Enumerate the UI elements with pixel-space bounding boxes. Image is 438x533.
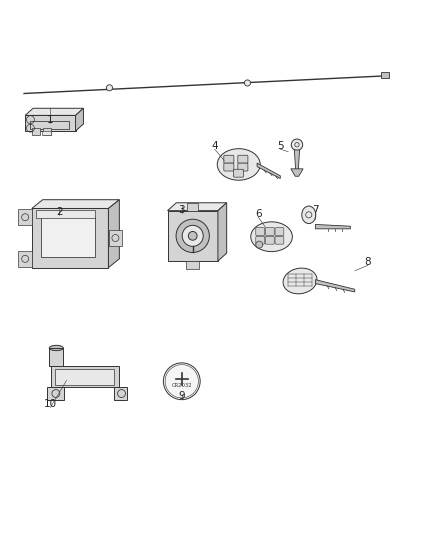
FancyBboxPatch shape bbox=[265, 236, 274, 244]
Bar bbox=[186, 261, 199, 269]
Bar bbox=[47, 387, 64, 400]
Polygon shape bbox=[315, 224, 350, 229]
Bar bbox=[42, 128, 50, 135]
Polygon shape bbox=[257, 163, 280, 179]
FancyBboxPatch shape bbox=[238, 155, 248, 163]
Polygon shape bbox=[315, 280, 355, 292]
Ellipse shape bbox=[217, 149, 260, 180]
Polygon shape bbox=[25, 108, 83, 115]
Ellipse shape bbox=[302, 206, 316, 223]
Polygon shape bbox=[218, 203, 227, 261]
Circle shape bbox=[182, 225, 203, 246]
Text: 4: 4 bbox=[211, 141, 218, 151]
Circle shape bbox=[188, 231, 197, 240]
Polygon shape bbox=[167, 203, 227, 211]
Polygon shape bbox=[109, 200, 119, 268]
Text: CR2032: CR2032 bbox=[171, 383, 192, 388]
FancyBboxPatch shape bbox=[265, 228, 274, 236]
Bar bbox=[30, 120, 69, 129]
Text: 1: 1 bbox=[47, 115, 54, 125]
FancyBboxPatch shape bbox=[224, 155, 234, 163]
Bar bbox=[110, 230, 122, 246]
Text: 10: 10 bbox=[44, 399, 57, 409]
Polygon shape bbox=[32, 208, 109, 268]
FancyBboxPatch shape bbox=[275, 236, 284, 244]
Bar bbox=[41, 217, 95, 257]
Polygon shape bbox=[294, 150, 300, 170]
FancyBboxPatch shape bbox=[256, 236, 265, 244]
Circle shape bbox=[176, 219, 209, 253]
Text: 7: 7 bbox=[312, 205, 319, 215]
Ellipse shape bbox=[251, 222, 293, 252]
Bar bbox=[36, 210, 95, 218]
FancyBboxPatch shape bbox=[238, 163, 248, 171]
Text: 3: 3 bbox=[178, 205, 185, 215]
Circle shape bbox=[244, 80, 251, 86]
Text: 9: 9 bbox=[178, 391, 185, 401]
FancyBboxPatch shape bbox=[256, 228, 265, 236]
Bar bbox=[42, 131, 51, 135]
Bar bbox=[18, 209, 32, 225]
Circle shape bbox=[256, 241, 263, 248]
Ellipse shape bbox=[283, 268, 317, 294]
Circle shape bbox=[291, 139, 303, 150]
Bar bbox=[52, 366, 119, 387]
Bar bbox=[32, 128, 39, 135]
FancyBboxPatch shape bbox=[233, 169, 244, 177]
Polygon shape bbox=[25, 115, 76, 131]
Polygon shape bbox=[167, 211, 218, 261]
Circle shape bbox=[163, 363, 200, 400]
Bar bbox=[187, 203, 198, 211]
Text: 6: 6 bbox=[255, 209, 262, 219]
Text: 5: 5 bbox=[277, 141, 284, 151]
Polygon shape bbox=[381, 71, 389, 78]
Bar bbox=[18, 251, 32, 266]
Bar bbox=[114, 387, 127, 400]
Circle shape bbox=[106, 85, 113, 91]
Bar bbox=[49, 348, 63, 366]
Text: 8: 8 bbox=[364, 257, 371, 267]
Text: 2: 2 bbox=[56, 207, 63, 217]
Polygon shape bbox=[291, 169, 303, 176]
FancyBboxPatch shape bbox=[224, 163, 234, 171]
Ellipse shape bbox=[49, 345, 63, 351]
Polygon shape bbox=[76, 108, 83, 131]
Polygon shape bbox=[32, 200, 119, 208]
Bar bbox=[55, 369, 114, 385]
FancyBboxPatch shape bbox=[275, 228, 284, 236]
